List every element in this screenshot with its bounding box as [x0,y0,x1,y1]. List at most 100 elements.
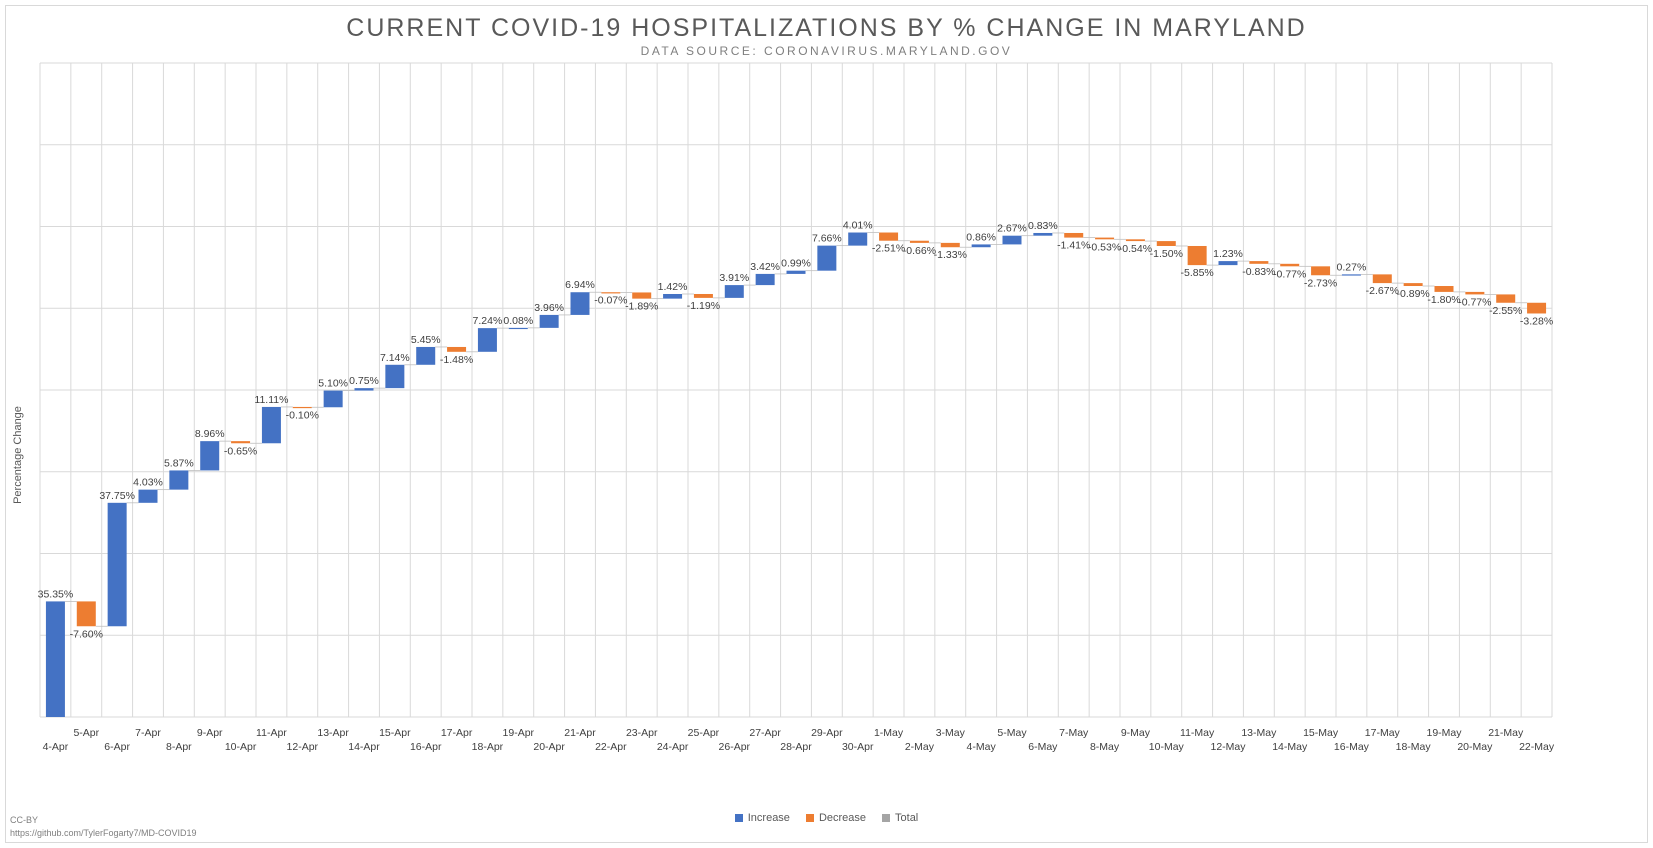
x-tick-label-11-May: 11-May [1180,727,1215,739]
x-tick-label-6-Apr: 6-Apr [104,741,130,753]
legend-label-total: Total [895,812,919,824]
x-tick-label-9-May: 9-May [1121,727,1151,739]
waterfall-bar-28-Apr [786,270,806,274]
data-label-23-Apr: -1.89% [625,301,658,313]
x-tick-label-9-Apr: 9-Apr [197,727,223,739]
data-label-27-Apr: 3.42% [750,261,780,273]
data-label-11-May: -5.85% [1181,267,1214,279]
credit-url: https://github.com/TylerFogarty7/MD-COVI… [10,828,197,838]
x-tick-label-6-May: 6-May [1028,741,1058,753]
x-tick-label-5-Apr: 5-Apr [73,727,99,739]
data-label-4-May: 0.86% [966,231,996,243]
x-tick-label-8-Apr: 8-Apr [166,741,192,753]
waterfall-bar-7-May [1064,232,1084,238]
waterfall-bar-30-Apr [848,232,868,246]
waterfall-bar-17-May [1372,274,1392,284]
x-tick-label-27-Apr: 27-Apr [749,727,781,739]
data-label-8-May: -0.53% [1088,241,1121,253]
waterfall-bar-25-Apr [693,293,713,298]
waterfall-bar-23-Apr [632,292,652,299]
waterfall-bar-4-Apr [45,601,65,717]
x-tick-label-16-May: 16-May [1334,741,1370,753]
chart-frame [5,5,1648,843]
x-tick-label-1-May: 1-May [874,727,904,739]
x-tick-label-19-Apr: 19-Apr [503,727,535,739]
data-label-20-May: -0.77% [1458,296,1491,308]
waterfall-bar-21-May [1496,294,1516,303]
data-label-17-May: -2.67% [1366,285,1399,297]
waterfall-bar-11-May [1187,245,1207,266]
waterfall-bar-12-May [1218,261,1238,266]
data-label-11-Apr: 11.11% [254,394,288,406]
data-label-13-Apr: 5.10% [318,378,348,390]
x-tick-label-7-May: 7-May [1059,727,1089,739]
data-label-6-May: 0.83% [1028,220,1058,232]
x-tick-label-22-Apr: 22-Apr [595,741,627,753]
data-label-12-May: 1.23% [1213,248,1243,260]
x-tick-label-3-May: 3-May [936,727,966,739]
waterfall-bar-4-May [971,244,991,248]
x-tick-label-28-Apr: 28-Apr [780,741,812,753]
data-label-28-Apr: 0.99% [781,258,811,270]
x-tick-label-10-Apr: 10-Apr [225,741,257,753]
waterfall-bar-6-Apr [107,502,127,627]
waterfall-bar-13-Apr [323,390,343,408]
waterfall-bar-22-Apr [601,292,621,294]
x-tick-label-18-May: 18-May [1396,741,1432,753]
data-label-5-May: 2.67% [997,223,1027,235]
waterfall-bar-29-Apr [817,245,837,271]
waterfall-bar-20-May [1465,291,1485,295]
data-label-22-Apr: -0.07% [594,294,627,306]
x-tick-label-13-May: 13-May [1241,727,1277,739]
legend-swatch-decrease [805,814,814,822]
x-tick-label-4-Apr: 4-Apr [43,741,69,753]
x-tick-label-17-May: 17-May [1365,727,1401,739]
x-tick-label-5-May: 5-May [997,727,1027,739]
data-label-8-Apr: 5.87% [164,457,194,469]
waterfall-bar-12-Apr [292,406,312,409]
x-tick-label-12-Apr: 12-Apr [287,741,319,753]
waterfall-bar-5-May [1002,235,1022,245]
x-tick-label-20-Apr: 20-Apr [533,741,565,753]
data-label-12-Apr: -0.10% [286,409,319,421]
x-tick-label-15-May: 15-May [1303,727,1339,739]
legend-label-increase: Increase [747,812,790,824]
data-label-18-May: -0.89% [1397,288,1430,300]
data-label-4-Apr: 35.35% [38,588,74,600]
data-label-21-Apr: 6.94% [565,279,595,291]
data-label-3-May: -1.33% [934,249,967,261]
data-label-25-Apr: -1.19% [687,300,720,312]
data-label-9-Apr: 8.96% [195,428,225,440]
waterfall-bar-3-May [940,242,960,248]
data-label-14-Apr: 0.75% [349,375,379,387]
data-label-1-May: -2.51% [872,243,905,255]
waterfall-bar-19-Apr [508,327,528,330]
x-tick-label-26-Apr: 26-Apr [719,741,751,753]
waterfall-bar-16-May [1341,274,1361,276]
waterfall-bar-27-Apr [755,273,775,286]
waterfall-bar-18-Apr [477,328,497,352]
x-tick-label-7-Apr: 7-Apr [135,727,161,739]
waterfall-bar-9-May [1125,239,1145,242]
x-tick-label-22-May: 22-May [1519,741,1555,753]
credit-license: CC-BY [10,815,39,825]
waterfall-bar-7-Apr [138,489,158,503]
waterfall-bar-26-Apr [724,285,744,298]
legend-item-decrease: Decrease [805,812,866,824]
waterfall-bar-15-May [1311,266,1331,276]
legend-swatch-increase [734,814,743,822]
x-tick-label-24-Apr: 24-Apr [657,741,689,753]
data-label-15-Apr: 7.14% [380,352,410,364]
waterfall-bar-1-May [879,232,899,241]
waterfall-bar-14-May [1280,263,1300,267]
data-label-10-May: -1.50% [1150,248,1183,260]
waterfall-bar-10-Apr [231,441,251,444]
data-label-9-May: -0.54% [1119,243,1152,255]
x-tick-label-8-May: 8-May [1090,741,1120,753]
waterfall-bar-11-Apr [261,406,281,444]
waterfall-bar-22-May [1527,302,1547,314]
legend-swatch-total [882,814,891,822]
data-label-15-May: -2.73% [1304,277,1337,289]
data-label-21-May: -2.55% [1489,305,1522,317]
